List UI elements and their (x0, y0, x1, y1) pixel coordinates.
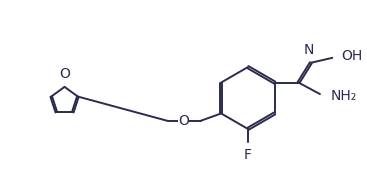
Text: OH: OH (341, 49, 363, 63)
Text: F: F (244, 148, 252, 162)
Text: N: N (304, 43, 315, 57)
Text: O: O (59, 67, 70, 81)
Text: NH₂: NH₂ (330, 89, 356, 103)
Text: O: O (178, 114, 189, 128)
